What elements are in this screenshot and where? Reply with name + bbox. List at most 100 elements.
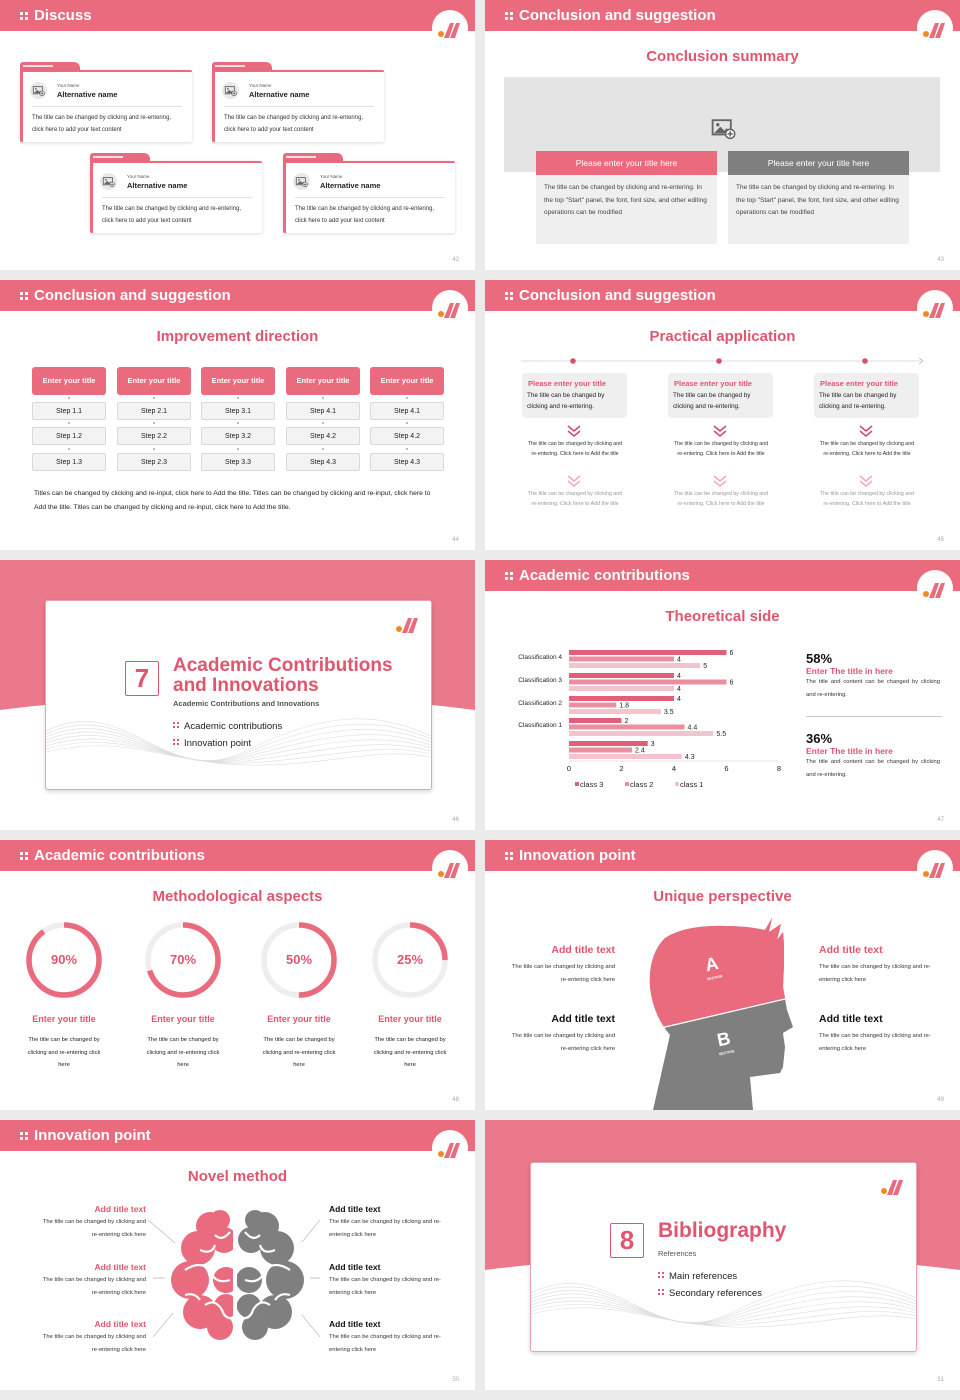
slide-title: Methodological aspects bbox=[152, 888, 323, 905]
section-title: Bibliography bbox=[658, 1219, 787, 1242]
brand-logo-icon bbox=[373, 601, 431, 645]
step-box: Step 4.1 bbox=[286, 402, 360, 420]
step-box: Step 1.1 bbox=[32, 402, 106, 420]
slide-header: Academic contributions bbox=[0, 840, 475, 871]
bar-value-label: 2 bbox=[625, 718, 629, 725]
connector-dot bbox=[153, 397, 155, 399]
bar-value-label: 4 bbox=[677, 657, 681, 664]
slide-header: Conclusion and suggestion bbox=[485, 280, 960, 311]
ring-text: The title can be changed by clicking and… bbox=[262, 1037, 336, 1068]
slide-45: Conclusion and suggestion Practical appli… bbox=[485, 280, 960, 550]
slide-46: 46 7 Academic Contributions and Innovation… bbox=[0, 560, 475, 830]
slide-44: Conclusion and suggestion Improvement dir… bbox=[0, 280, 475, 550]
brain-fold bbox=[244, 1231, 261, 1239]
agenda-item[interactable]: Academic contributions bbox=[173, 721, 282, 732]
x-tick-label: 8 bbox=[777, 764, 781, 773]
bar bbox=[569, 663, 701, 668]
left-title: Add title text bbox=[94, 1204, 146, 1214]
connector-dot bbox=[68, 397, 70, 399]
legend-label: class 3 bbox=[580, 780, 603, 789]
bar bbox=[569, 679, 727, 685]
category-label: Classification 4 bbox=[518, 654, 562, 661]
brain-fold bbox=[184, 1293, 201, 1301]
arrow-right-icon bbox=[918, 357, 924, 365]
left-title: Add title text bbox=[94, 1319, 146, 1329]
page-number: 49 bbox=[937, 1097, 944, 1103]
page-number: 51 bbox=[937, 1377, 944, 1383]
connector-dot bbox=[406, 397, 408, 399]
right-title: Add title text bbox=[819, 944, 883, 956]
x-tick-label: 0 bbox=[567, 764, 571, 773]
slide-header: Discuss bbox=[0, 0, 475, 31]
page-number: 50 bbox=[452, 1377, 459, 1383]
double-chevron-down-icon bbox=[713, 475, 727, 487]
ring-percent: 70% bbox=[169, 952, 197, 967]
agenda-item[interactable]: Innovation point bbox=[173, 738, 251, 749]
brain-right-lobe bbox=[260, 1231, 294, 1265]
brain-fold bbox=[258, 1244, 276, 1253]
panel-title: Please enter your title here bbox=[536, 151, 717, 175]
timeline bbox=[521, 357, 924, 487]
slide-header: Conclusion and suggestion bbox=[485, 0, 960, 31]
grid-dots-icon bbox=[20, 852, 23, 855]
sub-text: The title can be changed by clicking and… bbox=[819, 491, 915, 507]
alt-name: Alternative name bbox=[249, 90, 310, 99]
panel-text: The title can be changed by clicking and… bbox=[728, 175, 909, 244]
brand-logo-icon bbox=[415, 280, 475, 330]
step-box: Step 1.3 bbox=[32, 453, 106, 471]
step-card bbox=[668, 373, 773, 418]
stat-text: The title and content can be changed by … bbox=[806, 759, 940, 778]
bar-value-label: 4 bbox=[677, 696, 681, 703]
step-box: Step 1.2 bbox=[32, 427, 106, 445]
brain-right-lobe bbox=[237, 1294, 261, 1318]
slide-51: 51 8 Bibliography References Main references… bbox=[485, 1120, 960, 1390]
name-label: Your Name bbox=[320, 174, 343, 179]
agenda-item[interactable]: Main references bbox=[658, 1271, 737, 1282]
bar-value-label: 6 bbox=[730, 650, 734, 657]
bar-value-label: 5.5 bbox=[716, 731, 726, 738]
brain-fold bbox=[244, 1263, 291, 1283]
avatar-image-icon bbox=[100, 173, 117, 190]
bar bbox=[569, 731, 714, 736]
right-text: The title can be changed by clicking and… bbox=[819, 1033, 931, 1052]
header-title: Conclusion and suggestion bbox=[519, 287, 716, 304]
page-number: 48 bbox=[452, 1097, 459, 1103]
slide-49: Innovation point Unique perspective 49 A SEC… bbox=[485, 840, 960, 1110]
section-card: 7 Academic Contributions and Innovations A… bbox=[45, 600, 432, 790]
brain-right-lobe bbox=[266, 1261, 304, 1299]
description: Titles can be changed by clicking and re… bbox=[34, 490, 431, 511]
left-title: Add title text bbox=[551, 944, 615, 956]
brain-fold bbox=[204, 1301, 236, 1320]
slide-title: Practical application bbox=[649, 328, 796, 345]
step-title: Please enter your title bbox=[820, 379, 898, 388]
connector-line bbox=[301, 1314, 321, 1338]
grid-dots-icon bbox=[505, 572, 508, 575]
agenda-label: Main references bbox=[669, 1271, 738, 1282]
right-text: The title can be changed by clicking and… bbox=[819, 964, 931, 983]
card-text: The title can be changed by clicking and… bbox=[102, 206, 242, 224]
brain-left-lobe bbox=[171, 1261, 209, 1299]
alt-name: Alternative name bbox=[320, 181, 381, 190]
agenda-item[interactable]: Secondary references bbox=[658, 1288, 762, 1299]
bar-value-label: 2.4 bbox=[635, 748, 645, 755]
bar-value-label: 4.3 bbox=[685, 754, 695, 761]
divider-line bbox=[662, 998, 786, 1029]
legend-label: class 2 bbox=[630, 780, 653, 789]
panel-title: Please enter your title here bbox=[728, 151, 909, 175]
card-body: Your Name Alternative name The title can b… bbox=[283, 161, 455, 233]
timeline-dot bbox=[862, 358, 868, 364]
agenda-label: Secondary references bbox=[669, 1288, 762, 1299]
stat-title: Enter The title in here bbox=[806, 746, 893, 756]
sub-text: The title can be changed by clicking and… bbox=[819, 441, 915, 457]
connector-line bbox=[147, 1219, 176, 1244]
ring-title: Enter your title bbox=[32, 1014, 96, 1024]
grid-dots-icon bbox=[658, 1289, 660, 1292]
connector-dot bbox=[406, 448, 408, 450]
header-title: Innovation point bbox=[519, 847, 636, 864]
right-text: The title can be changed by clicking and… bbox=[329, 1334, 441, 1353]
section-subtitle: References bbox=[658, 1249, 697, 1258]
ring-progress bbox=[145, 922, 221, 998]
timeline-dot bbox=[716, 358, 722, 364]
ring-title: Enter your title bbox=[267, 1014, 331, 1024]
